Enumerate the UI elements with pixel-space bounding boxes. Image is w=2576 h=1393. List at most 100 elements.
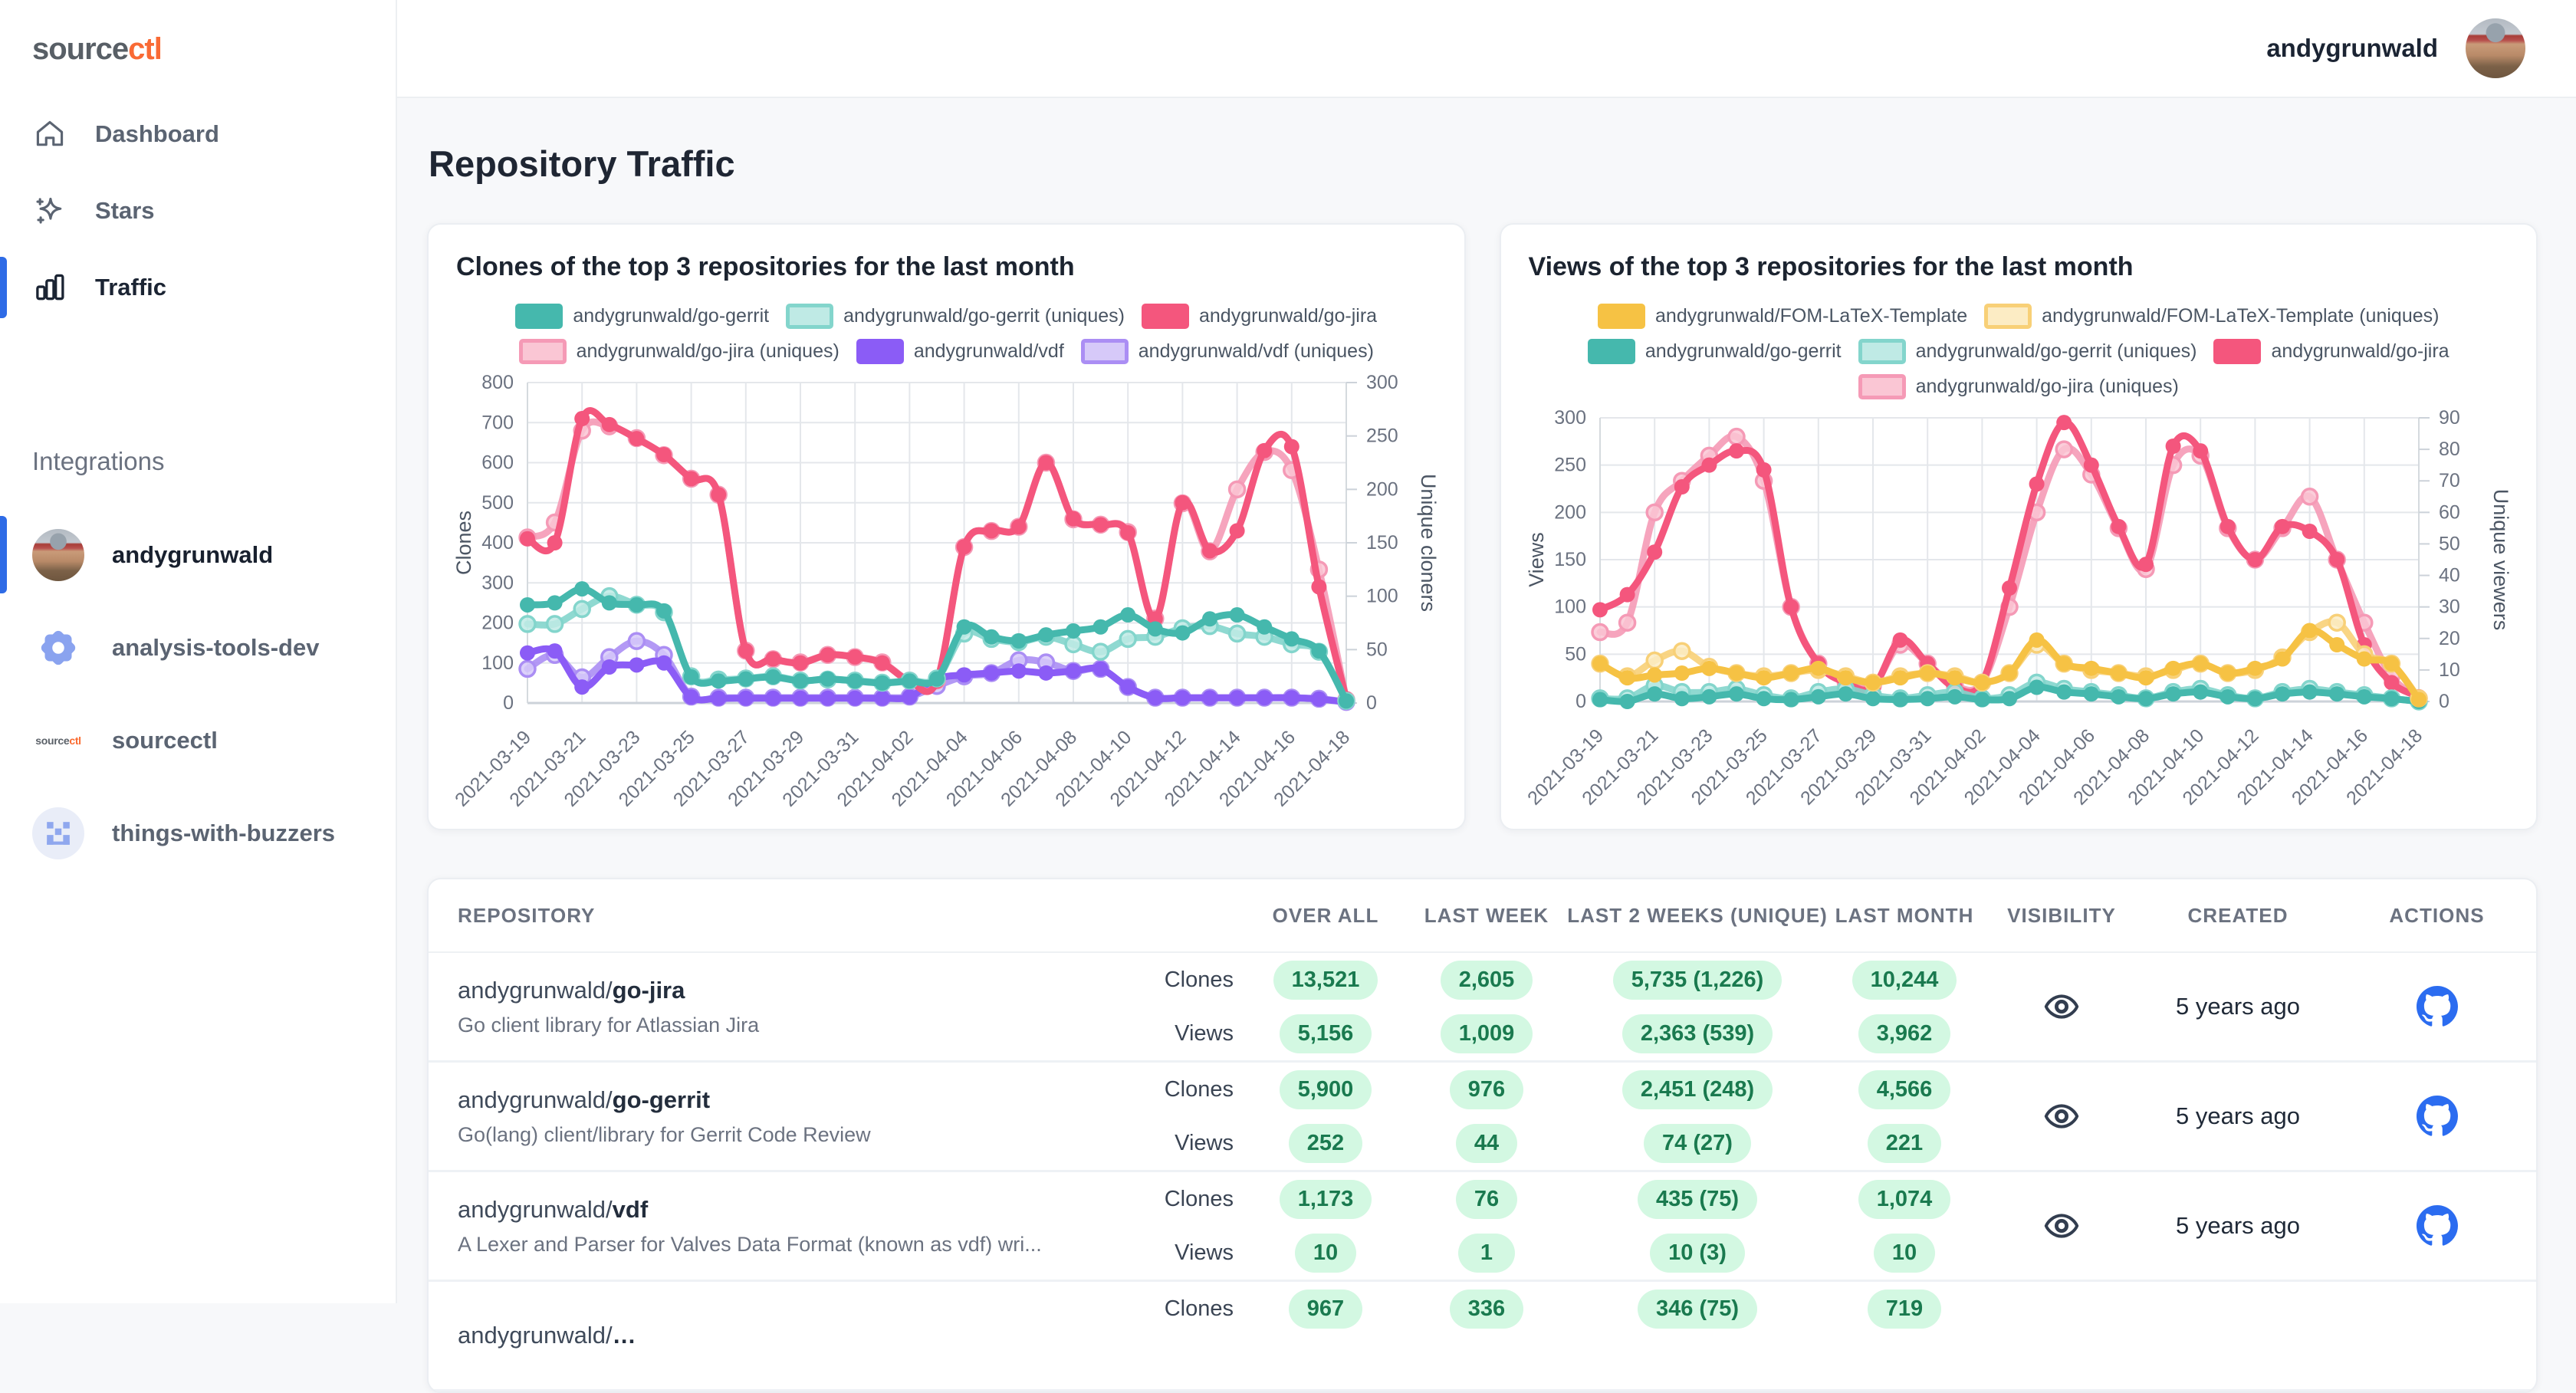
svg-text:40: 40 bbox=[2439, 565, 2460, 586]
buzzers-icon bbox=[32, 807, 84, 859]
metric-badge: 10 (3) bbox=[1650, 1233, 1745, 1273]
svg-text:60: 60 bbox=[2439, 501, 2460, 523]
legend-item[interactable]: andygrunwald/go-gerrit (uniques) bbox=[1858, 339, 2196, 364]
page-title: Repository Traffic bbox=[429, 143, 735, 184]
legend-item[interactable]: andygrunwald/FOM-LaTeX-Template bbox=[1598, 304, 1967, 329]
repo-cell: andygrunwald/… bbox=[429, 1322, 1149, 1349]
svg-text:Unique viewers: Unique viewers bbox=[2489, 489, 2512, 631]
home-icon bbox=[32, 117, 67, 152]
sidebar-item-traffic[interactable]: Traffic bbox=[0, 249, 396, 326]
metric-badge: 1 bbox=[1458, 1233, 1515, 1273]
metric-badge: 2,605 bbox=[1440, 960, 1533, 1000]
github-link-icon[interactable] bbox=[2416, 1096, 2458, 1137]
legend-label: andygrunwald/go-gerrit (uniques) bbox=[843, 305, 1125, 327]
table-row: andygrunwald/vdf A Lexer and Parser for V… bbox=[429, 1172, 2536, 1282]
repo-name: andygrunwald/… bbox=[458, 1322, 636, 1349]
github-link-icon[interactable] bbox=[2416, 1205, 2458, 1247]
sourcectl-logo: sourcectl bbox=[35, 734, 81, 747]
sidebar: sourcectl Dashboard Stars Traffic Integrat… bbox=[0, 0, 397, 1303]
sparkles-icon bbox=[32, 193, 67, 228]
sidebar-integrations: andygrunwald analysis-tools-dev sourcectl s… bbox=[0, 508, 396, 879]
svg-text:200: 200 bbox=[482, 613, 514, 634]
metric-badge: 5,900 bbox=[1279, 1069, 1372, 1109]
visibility-eye-icon[interactable] bbox=[2043, 1098, 2080, 1135]
user-avatar[interactable] bbox=[2466, 18, 2525, 78]
legend-item[interactable]: andygrunwald/go-jira bbox=[1141, 304, 1377, 329]
logo-text-ctl: ctl bbox=[128, 32, 163, 66]
svg-text:0: 0 bbox=[2439, 691, 2450, 712]
views-chart-title: Views of the top 3 repositories for the … bbox=[1528, 252, 2134, 281]
svg-text:50: 50 bbox=[1565, 643, 1586, 665]
app-logo[interactable]: sourcectl bbox=[0, 0, 396, 96]
bar-chart-icon bbox=[32, 270, 67, 305]
clones-chart: 2021-03-192021-03-212021-03-232021-03-25… bbox=[451, 372, 1440, 811]
metric-badge: 1,074 bbox=[1858, 1179, 1951, 1219]
integration-item-sourcectl[interactable]: sourcectl sourcectl bbox=[0, 694, 396, 787]
topbar: andygrunwald bbox=[397, 0, 2576, 98]
visibility-eye-icon[interactable] bbox=[2043, 1207, 2080, 1244]
metric-badge: 74 (27) bbox=[1644, 1123, 1751, 1163]
metric-badge: 10 bbox=[1294, 1233, 1357, 1273]
legend-label: andygrunwald/go-jira bbox=[2271, 340, 2450, 362]
svg-text:300: 300 bbox=[482, 572, 514, 593]
integration-item-analysis-tools-dev[interactable]: analysis-tools-dev bbox=[0, 601, 396, 694]
github-link-icon[interactable] bbox=[2416, 986, 2458, 1027]
repository-table: REPOSITORY OVER ALL LAST WEEK LAST 2 WEE… bbox=[427, 878, 2538, 1393]
header-visibility: VISIBILITY bbox=[2007, 903, 2116, 927]
repo-description: Go(lang) client/library for Gerrit Code … bbox=[458, 1122, 871, 1146]
svg-text:100: 100 bbox=[482, 652, 514, 674]
svg-text:200: 200 bbox=[1366, 478, 1398, 500]
svg-text:250: 250 bbox=[1554, 455, 1586, 476]
integration-item-andygrunwald[interactable]: andygrunwald bbox=[0, 508, 396, 601]
svg-text:50: 50 bbox=[2439, 533, 2460, 554]
legend-item[interactable]: andygrunwald/go-gerrit bbox=[515, 304, 769, 329]
header-repository: REPOSITORY bbox=[458, 903, 596, 927]
legend-item[interactable]: andygrunwald/go-jira (uniques) bbox=[518, 339, 840, 364]
sidebar-item-label: Stars bbox=[95, 197, 155, 224]
metric-badge: 221 bbox=[1867, 1123, 1942, 1163]
legend-item[interactable]: andygrunwald/vdf (uniques) bbox=[1080, 339, 1374, 364]
visibility-eye-icon[interactable] bbox=[2043, 988, 2080, 1025]
sidebar-nav: Dashboard Stars Traffic bbox=[0, 96, 396, 326]
svg-text:800: 800 bbox=[482, 372, 514, 393]
legend-item[interactable]: andygrunwald/go-gerrit (uniques) bbox=[786, 304, 1125, 329]
legend-swatch bbox=[856, 339, 904, 364]
legend-swatch bbox=[1080, 339, 1129, 364]
metric-badge: 1,173 bbox=[1279, 1179, 1372, 1219]
integration-item-label: things-with-buzzers bbox=[112, 819, 336, 846]
views-chart-card: Views of the top 3 repositories for the … bbox=[1499, 223, 2538, 830]
legend-swatch bbox=[1858, 374, 1906, 399]
legend-item[interactable]: andygrunwald/FOM-LaTeX-Template (uniques… bbox=[1984, 304, 2439, 329]
header-over-all: OVER ALL bbox=[1272, 903, 1379, 927]
svg-text:0: 0 bbox=[503, 692, 514, 714]
metric-badge: 336 bbox=[1449, 1289, 1524, 1329]
header-created: CREATED bbox=[2187, 903, 2288, 927]
repo-name: andygrunwald/go-gerrit bbox=[458, 1086, 711, 1113]
svg-text:100: 100 bbox=[1554, 596, 1586, 618]
repo-cell: andygrunwald/go-gerrit Go(lang) client/li… bbox=[429, 1086, 1149, 1147]
svg-text:Clones: Clones bbox=[452, 511, 475, 575]
sidebar-item-dashboard[interactable]: Dashboard bbox=[0, 96, 396, 172]
integration-item-things-with-buzzers[interactable]: things-with-buzzers bbox=[0, 787, 396, 879]
user-menu[interactable]: andygrunwald bbox=[2266, 34, 2438, 62]
metric-badge: 967 bbox=[1288, 1289, 1363, 1329]
legend-label: andygrunwald/vdf (uniques) bbox=[1138, 340, 1374, 362]
legend-item[interactable]: andygrunwald/go-gerrit bbox=[1587, 339, 1842, 364]
svg-text:50: 50 bbox=[1366, 639, 1388, 660]
svg-text:70: 70 bbox=[2439, 470, 2460, 491]
metric-badge: 435 (75) bbox=[1637, 1179, 1757, 1219]
legend-item[interactable]: andygrunwald/vdf bbox=[856, 339, 1064, 364]
table-header: REPOSITORY OVER ALL LAST WEEK LAST 2 WEE… bbox=[429, 879, 2536, 953]
row-metric-label: Views bbox=[1175, 1130, 1234, 1155]
legend-swatch bbox=[786, 304, 834, 329]
integration-item-label: analysis-tools-dev bbox=[112, 633, 320, 661]
integration-item-label: sourcectl bbox=[112, 726, 218, 754]
row-metric-label: Clones bbox=[1164, 1186, 1234, 1211]
legend-item[interactable]: andygrunwald/go-jira (uniques) bbox=[1858, 374, 2179, 399]
sidebar-item-stars[interactable]: Stars bbox=[0, 172, 396, 249]
header-actions: ACTIONS bbox=[2389, 903, 2485, 927]
repo-cell: andygrunwald/vdf A Lexer and Parser for V… bbox=[429, 1196, 1149, 1257]
header-last-week: LAST WEEK bbox=[1424, 903, 1549, 927]
metric-badge: 4,566 bbox=[1858, 1069, 1951, 1109]
legend-item[interactable]: andygrunwald/go-jira bbox=[2213, 339, 2450, 364]
